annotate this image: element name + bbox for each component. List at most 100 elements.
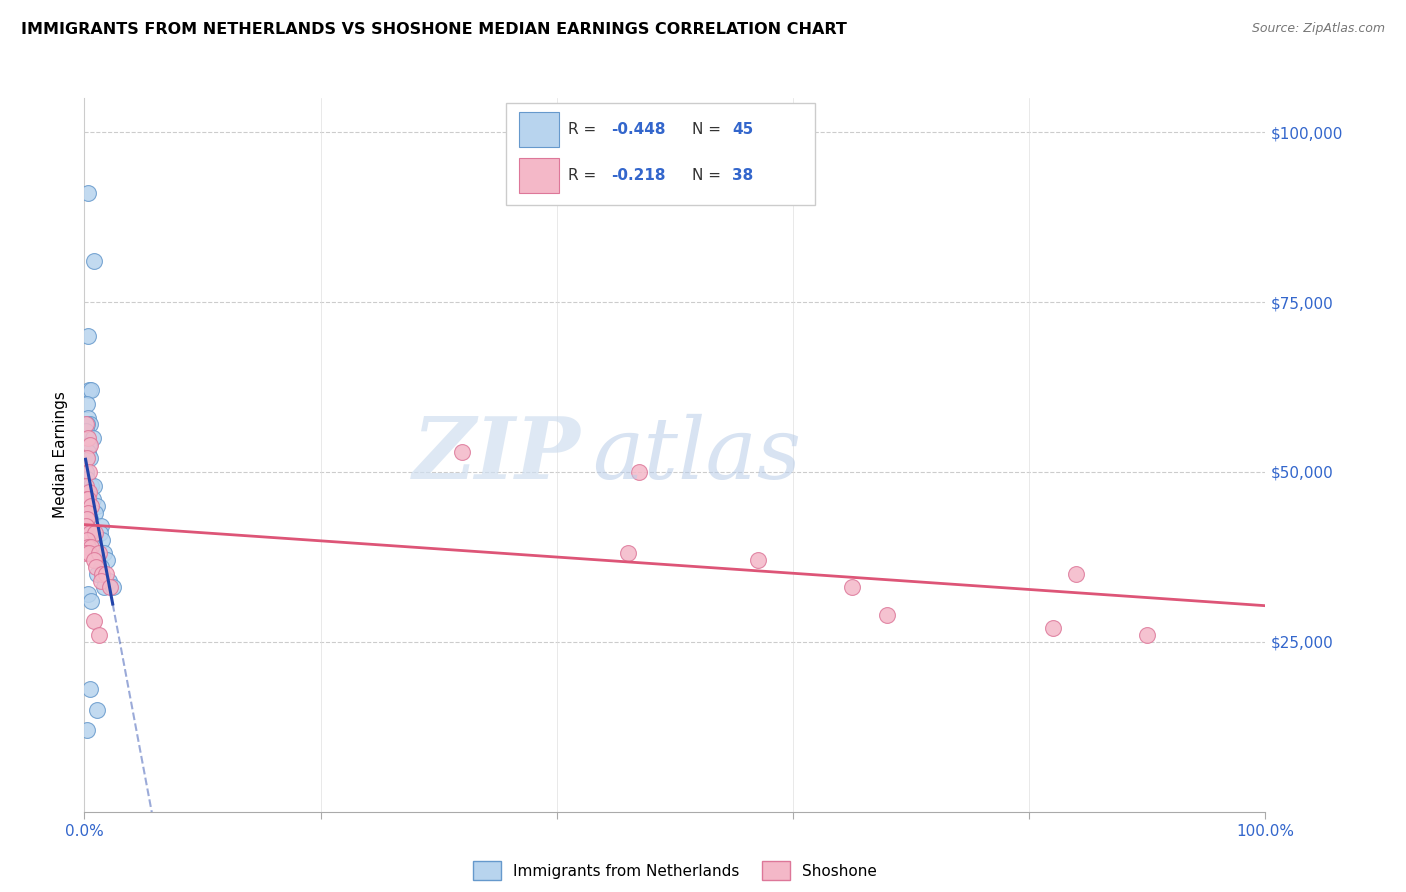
Point xyxy=(75,546,97,560)
Point xyxy=(79,682,101,697)
Text: IMMIGRANTS FROM NETHERLANDS VS SHOSHONE MEDIAN EARNINGS CORRELATION CHART: IMMIGRANTS FROM NETHERLANDS VS SHOSHONE … xyxy=(21,22,846,37)
Text: -0.218: -0.218 xyxy=(612,168,666,183)
Point xyxy=(77,431,100,445)
Point xyxy=(75,519,97,533)
Point xyxy=(83,615,105,629)
Text: N =: N = xyxy=(692,168,725,183)
Point xyxy=(86,499,108,513)
Point xyxy=(98,581,121,595)
Point xyxy=(76,492,98,507)
Point xyxy=(76,472,98,486)
Y-axis label: Median Earnings: Median Earnings xyxy=(53,392,69,518)
Point xyxy=(80,499,103,513)
Point xyxy=(79,512,101,526)
Point xyxy=(76,451,98,466)
Point xyxy=(79,451,101,466)
Point xyxy=(101,581,124,595)
Text: 38: 38 xyxy=(733,168,754,183)
Text: N =: N = xyxy=(692,121,725,136)
Text: 45: 45 xyxy=(733,121,754,136)
Point xyxy=(83,254,105,268)
Point xyxy=(76,512,98,526)
Point xyxy=(96,553,118,567)
Point xyxy=(77,384,100,398)
Point xyxy=(89,526,111,541)
Point xyxy=(77,485,100,500)
Point xyxy=(98,574,121,588)
Point xyxy=(82,431,104,445)
Point xyxy=(75,478,97,492)
Point xyxy=(76,723,98,738)
FancyBboxPatch shape xyxy=(506,103,815,205)
Point xyxy=(1136,628,1159,642)
Point xyxy=(77,329,100,343)
Text: atlas: atlas xyxy=(592,414,801,496)
Point xyxy=(84,560,107,574)
Point xyxy=(90,519,112,533)
Point xyxy=(75,417,97,432)
Text: ZIP: ZIP xyxy=(412,413,581,497)
Point xyxy=(76,533,98,547)
Point xyxy=(87,546,110,560)
Point xyxy=(77,485,100,500)
Point xyxy=(77,512,100,526)
Point xyxy=(86,703,108,717)
Point xyxy=(79,417,101,432)
Point xyxy=(80,540,103,554)
Point xyxy=(616,546,638,560)
Point xyxy=(83,553,105,567)
Point xyxy=(86,566,108,581)
Point xyxy=(77,438,100,452)
Point xyxy=(80,478,103,492)
Point xyxy=(87,628,110,642)
Point xyxy=(77,492,100,507)
Point xyxy=(75,424,97,438)
Point xyxy=(77,506,100,520)
Point xyxy=(84,506,107,520)
Point xyxy=(93,546,115,560)
Point xyxy=(93,581,115,595)
Point xyxy=(94,566,117,581)
Point xyxy=(83,478,105,492)
Point xyxy=(841,581,863,595)
Point xyxy=(82,540,104,554)
Point xyxy=(76,417,98,432)
Point xyxy=(77,546,100,560)
FancyBboxPatch shape xyxy=(519,158,558,193)
Point xyxy=(876,607,898,622)
Point xyxy=(77,186,100,201)
Point xyxy=(76,499,98,513)
Point xyxy=(80,384,103,398)
FancyBboxPatch shape xyxy=(519,112,558,146)
Point xyxy=(76,451,98,466)
Point xyxy=(76,397,98,411)
Text: -0.448: -0.448 xyxy=(612,121,666,136)
Point xyxy=(79,526,101,541)
Legend: Immigrants from Netherlands, Shoshone: Immigrants from Netherlands, Shoshone xyxy=(467,855,883,886)
Point xyxy=(82,492,104,507)
Point xyxy=(90,560,112,574)
Point xyxy=(1042,621,1064,635)
Point xyxy=(1066,566,1088,581)
Point xyxy=(77,444,100,458)
Text: R =: R = xyxy=(568,121,602,136)
Text: Source: ZipAtlas.com: Source: ZipAtlas.com xyxy=(1251,22,1385,36)
Point xyxy=(91,566,114,581)
Point xyxy=(80,594,103,608)
Point xyxy=(91,533,114,547)
Text: R =: R = xyxy=(568,168,602,183)
Point xyxy=(77,540,100,554)
Point xyxy=(75,519,97,533)
Point xyxy=(79,438,101,452)
Point xyxy=(77,410,100,425)
Point xyxy=(451,444,474,458)
Point xyxy=(77,587,100,601)
Point xyxy=(747,553,769,567)
Point xyxy=(77,492,100,507)
Point xyxy=(628,465,651,479)
Point xyxy=(75,465,97,479)
Point xyxy=(75,485,97,500)
Point xyxy=(84,526,107,541)
Point xyxy=(77,465,100,479)
Point xyxy=(90,574,112,588)
